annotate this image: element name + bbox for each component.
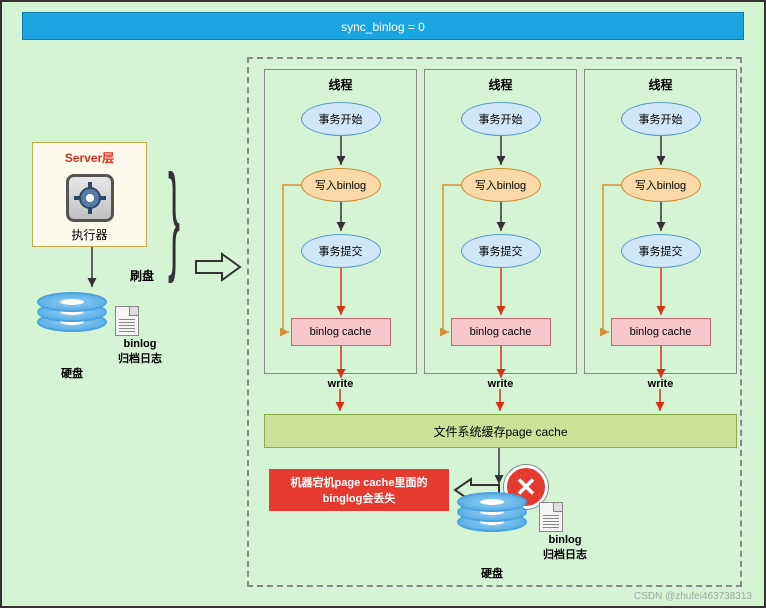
footer-watermark: CSDN @zhufei463738313	[634, 591, 752, 602]
disk-bottom: 硬盘 binlog 归档日志	[457, 492, 527, 581]
diagram-canvas: sync_binlog = 0 Server层 执行器 } 刷盘 硬盘 binl…	[0, 0, 766, 608]
write-label: write	[584, 378, 737, 390]
gear-icon	[66, 174, 114, 222]
binlog-label: binlog 归档日志	[537, 534, 593, 562]
node-commit: 事务提交	[461, 234, 541, 268]
disk-label: 硬盘	[457, 565, 527, 581]
binlog-cache-box: binlog cache	[451, 318, 551, 346]
header-title: sync_binlog = 0	[341, 20, 425, 34]
node-write-binlog: 写入binlog	[621, 168, 701, 202]
warning-box: 机器宕机page cache里面的binglog会丢失	[269, 469, 449, 511]
write-label: write	[424, 378, 577, 390]
disk-left: 硬盘 binlog 归档日志	[37, 292, 107, 381]
node-commit: 事务提交	[621, 234, 701, 268]
node-start: 事务开始	[621, 102, 701, 136]
pagecache-box: 文件系统缓存page cache	[264, 414, 737, 448]
thread-title: 线程	[585, 70, 736, 99]
header-bar: sync_binlog = 0	[22, 12, 744, 40]
disk-icon	[37, 292, 107, 337]
server-box: Server层 执行器	[32, 142, 147, 247]
node-write-binlog: 写入binlog	[461, 168, 541, 202]
brace-icon: }	[168, 157, 180, 277]
arrow-pagecache-down	[494, 448, 504, 488]
file-icon	[539, 502, 563, 532]
binlog-cache-box: binlog cache	[291, 318, 391, 346]
flush-label: 刷盘	[130, 267, 154, 284]
binlog-cache-box: binlog cache	[611, 318, 711, 346]
arrows-to-pagecache	[249, 389, 744, 414]
thread-column: 线程 事务开始 写入binlog 事务提交 binlog cache	[584, 69, 737, 374]
write-label: write	[264, 378, 417, 390]
server-label: Server层	[33, 149, 146, 166]
file-icon	[115, 306, 139, 336]
node-write-binlog: 写入binlog	[301, 168, 381, 202]
node-start: 事务开始	[461, 102, 541, 136]
executor-label: 执行器	[33, 226, 146, 243]
thread-title: 线程	[425, 70, 576, 99]
thread-column: 线程 事务开始 写入binlog 事务提交 binlog cache	[424, 69, 577, 374]
node-commit: 事务提交	[301, 234, 381, 268]
thread-title: 线程	[265, 70, 416, 99]
disk-label: 硬盘	[37, 365, 107, 381]
binlog-label: binlog 归档日志	[115, 338, 165, 366]
disk-icon	[457, 492, 527, 537]
arrow-server-to-disk	[87, 247, 97, 292]
node-start: 事务开始	[301, 102, 381, 136]
thread-column: 线程 事务开始 写入binlog 事务提交 binlog cache	[264, 69, 417, 374]
big-arrow-icon	[194, 252, 242, 282]
